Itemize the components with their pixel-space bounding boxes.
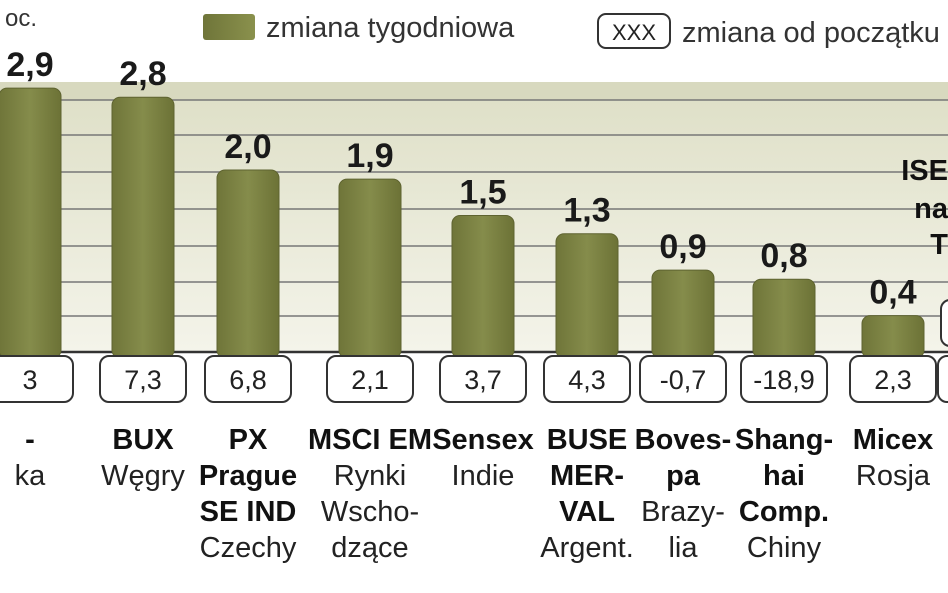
- index-name: -: [25, 424, 35, 456]
- bar-value-label: 2,9: [6, 46, 53, 84]
- index-country: Brazy-: [641, 496, 725, 528]
- ytd-box-value: 6,8: [229, 365, 267, 395]
- ytd-box: [326, 355, 414, 403]
- bar: [338, 178, 402, 359]
- ytd-box: [543, 355, 631, 403]
- bar: [752, 278, 816, 359]
- ytd-box: [849, 355, 937, 403]
- bars-group: [0, 87, 925, 359]
- ytd-box-value: 2,3: [874, 365, 912, 395]
- index-country: Rosja: [856, 460, 931, 492]
- bar-value-label: 0,9: [659, 228, 706, 266]
- index-name: Prague: [199, 460, 297, 492]
- index-name: PX: [229, 424, 268, 456]
- partial-annotation-line: ISE: [901, 155, 948, 187]
- index-name: VAL: [559, 496, 615, 528]
- ytd-box-value: 2,1: [351, 365, 389, 395]
- legend: zmiana tygodniowa XXX zmiana od początku: [203, 12, 940, 49]
- index-country: Węgry: [101, 460, 185, 492]
- index-name: Comp.: [739, 496, 829, 528]
- partial-annotation-line: na: [914, 193, 948, 225]
- ytd-box: [439, 355, 527, 403]
- legend-ytd-box: [597, 13, 671, 49]
- ytd-box-value: -18,9: [753, 365, 815, 395]
- bar-value-label: 1,5: [459, 174, 506, 212]
- bar-value-label: 2,0: [224, 128, 271, 166]
- index-name: BUX: [112, 424, 174, 456]
- index-country: Wscho-: [321, 496, 419, 528]
- index-name: Micex: [853, 424, 934, 456]
- index-name: hai: [763, 460, 805, 492]
- ytd-boxes-group: 3 7,3 6,8 2,1 3,7 4,3 -0,7 -18,9 2,3: [0, 355, 937, 403]
- bar-value-label: 1,9: [346, 137, 393, 175]
- unit-label: oc.: [5, 5, 37, 32]
- bar: [0, 87, 62, 359]
- index-country: dzące: [331, 532, 408, 564]
- partial-annotation-line: T: [930, 229, 948, 261]
- plot-band-top: [0, 82, 948, 100]
- ytd-box: [0, 355, 74, 403]
- bar: [651, 269, 715, 359]
- ytd-box: [99, 355, 187, 403]
- index-country: Czechy: [200, 532, 297, 564]
- index-name: MSCI EM: [308, 424, 432, 456]
- bar: [861, 315, 925, 359]
- ytd-box: [639, 355, 727, 403]
- ytd-box: [204, 355, 292, 403]
- partial-annotation: ISE na T: [901, 155, 948, 403]
- ytd-box-value: 3: [22, 365, 37, 395]
- bar-value-label: 1,3: [563, 192, 610, 230]
- legend-ytd-box-text: XXX: [612, 20, 656, 45]
- index-name: MER-: [550, 460, 624, 492]
- bar-value-label: 2,8: [119, 55, 166, 93]
- index-names-group: - ka BUX Węgry PX Prague SE IND Czechy MSCI EM Ry…: [15, 424, 934, 564]
- legend-weekly-swatch: [203, 14, 255, 40]
- index-country: Rynki: [334, 460, 407, 492]
- legend-ytd-label: zmiana od początku: [682, 17, 940, 49]
- ytd-box-value: 4,3: [568, 365, 606, 395]
- ytd-box: [740, 355, 828, 403]
- index-name: BUSE: [547, 424, 628, 456]
- bar: [216, 169, 280, 359]
- legend-weekly-label: zmiana tygodniowa: [266, 12, 515, 44]
- bar-value-label: 0,8: [760, 237, 807, 275]
- ytd-box-value: 3,7: [464, 365, 502, 395]
- bar: [555, 233, 619, 359]
- partial-ytd-box: [937, 355, 948, 403]
- index-name: Boves-: [635, 424, 732, 456]
- ytd-box-value: -0,7: [660, 365, 707, 395]
- index-country: Chiny: [747, 532, 822, 564]
- index-country: ka: [15, 460, 47, 492]
- bar-value-label: 0,4: [869, 274, 916, 312]
- index-country: Argent.: [540, 532, 634, 564]
- bar: [451, 215, 515, 359]
- index-name: Shang-: [735, 424, 833, 456]
- bar: [111, 96, 175, 359]
- ytd-box-value: 7,3: [124, 365, 162, 395]
- value-labels-group: 2,9 2,8 2,0 1,9 1,5 1,3 0,9 0,8 0,4: [6, 46, 916, 312]
- index-name: pa: [666, 460, 701, 492]
- index-name: Sensex: [432, 424, 534, 456]
- partial-annotation-box: [940, 299, 948, 347]
- index-country: lia: [668, 532, 698, 564]
- index-country: Indie: [452, 460, 515, 492]
- index-name: SE IND: [200, 496, 297, 528]
